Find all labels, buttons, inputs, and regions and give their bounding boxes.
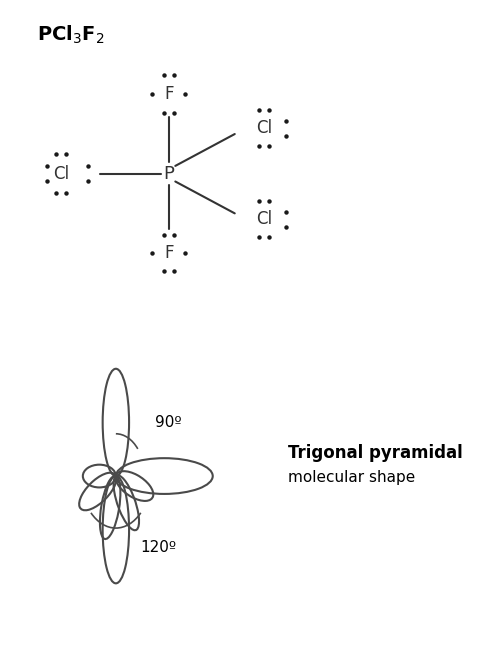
Text: PCl$_3$F$_2$: PCl$_3$F$_2$ <box>36 24 104 46</box>
Text: molecular shape: molecular shape <box>288 470 415 485</box>
Text: 120º: 120º <box>140 540 176 555</box>
Text: F: F <box>164 244 174 262</box>
Text: Trigonal pyramidal: Trigonal pyramidal <box>288 444 462 462</box>
Text: Cl: Cl <box>53 165 69 183</box>
Text: 90º: 90º <box>156 415 182 430</box>
Text: Cl: Cl <box>256 119 272 137</box>
Text: F: F <box>164 86 174 103</box>
Text: P: P <box>163 165 174 183</box>
Text: Cl: Cl <box>256 210 272 228</box>
